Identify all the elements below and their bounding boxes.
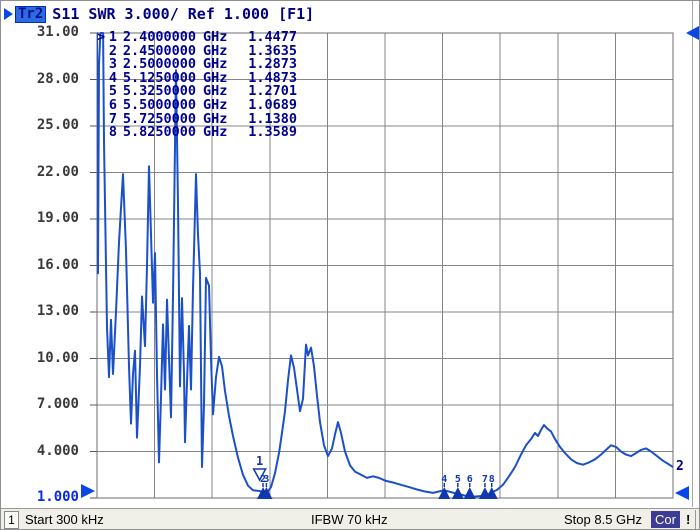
- marker-frequency-unit: GHz: [203, 69, 228, 86]
- ref-level-indicator-right[interactable]: [675, 486, 689, 500]
- marker-swr-value: 1.2873: [248, 56, 297, 73]
- marker-swr-value: 1.2701: [248, 83, 297, 100]
- marker-table-row: 5 5.3250000 GHz 1.2701: [97, 85, 297, 99]
- marker-frequency: 5.8250000: [122, 124, 196, 141]
- ifbw-label: IFBW 70 kHz: [311, 512, 388, 527]
- marker-frequency: 2.5000000: [122, 56, 196, 73]
- marker-frequency: 5.3250000: [122, 83, 196, 100]
- plot-marker-5[interactable]: 5: [451, 474, 464, 499]
- y-axis-label: 13.00: [36, 303, 79, 319]
- y-axis-label: 25.00: [36, 117, 79, 133]
- marker-swr-value: 1.4873: [248, 69, 297, 86]
- marker-index: 5: [108, 83, 117, 100]
- status-bar: 1 Start 300 kHz IFBW 70 kHz Stop 8.5 GHz…: [1, 508, 699, 529]
- correction-status-badge: Cor: [651, 511, 680, 528]
- plot-marker-3[interactable]: 3: [260, 474, 273, 499]
- marker-filled-triangle: [438, 487, 451, 499]
- marker-frequency: 5.1250000: [122, 69, 196, 86]
- y-axis-label: 4.000: [36, 442, 79, 459]
- marker-number: 8: [489, 474, 495, 485]
- marker-number: 4: [441, 474, 447, 485]
- display-screen: [1, 1, 693, 507]
- marker-number: 7: [482, 474, 488, 485]
- scale-indicator-top-right[interactable]: [686, 26, 699, 40]
- marker-filled-triangle: [485, 487, 498, 499]
- marker-swr-value: 1.3589: [248, 124, 297, 141]
- marker-table: >1 2.4000000 GHz 1.4477 2 2.4500000 GHz 1.3635 3…: [97, 29, 297, 140]
- marker-swr-value: 1.4477: [248, 29, 297, 45]
- warning-indicator: !: [686, 512, 691, 527]
- swr-trace: [97, 32, 673, 498]
- marker-filled-triangle: [260, 487, 273, 499]
- stop-frequency-label: Stop 8.5 GHz: [564, 512, 643, 527]
- marker-filled-triangle: [463, 487, 476, 499]
- marker-index: 1: [108, 29, 117, 45]
- marker-number: 1: [256, 454, 263, 468]
- marker-number: 5: [455, 474, 461, 485]
- marker-swr-value: 1.1380: [248, 110, 297, 127]
- marker-number: 6: [467, 474, 473, 485]
- marker-filled-triangle: [451, 487, 464, 499]
- marker-index: 3: [108, 56, 117, 73]
- trace-number-label: 2: [676, 459, 684, 474]
- trace-title: S11 SWR 3.000/ Ref 1.000 [F1]: [52, 5, 315, 23]
- plot-marker-6[interactable]: 6: [463, 474, 476, 499]
- marker-frequency-unit: GHz: [203, 124, 228, 141]
- marker-table-row: 2 2.4500000 GHz 1.3635: [97, 42, 297, 59]
- marker-table-row: 6 5.5000000 GHz 1.0689: [97, 96, 297, 113]
- marker-index: 7: [108, 110, 117, 127]
- start-frequency-label: Start 300 kHz: [25, 512, 104, 527]
- marker-frequency-unit: GHz: [203, 83, 228, 100]
- marker-swr-value: 1.0689: [248, 96, 297, 113]
- marker-index: 8: [108, 124, 117, 141]
- y-axis-label: 28.00: [36, 70, 79, 87]
- y-axis-label: 31.00: [36, 24, 79, 40]
- marker-swr-value: 1.3635: [248, 42, 297, 59]
- marker-frequency: 5.7250000: [122, 110, 196, 127]
- plot-marker-1[interactable]: 1: [252, 454, 267, 482]
- marker-frequency-unit: GHz: [203, 110, 228, 127]
- plot-marker-4[interactable]: 4: [438, 474, 451, 499]
- trace-header: Tr2 S11 SWR 3.000/ Ref 1.000 [F1]: [4, 5, 314, 23]
- active-trace-icon: [4, 8, 13, 20]
- ref-level-indicator-left[interactable]: [81, 484, 95, 498]
- marker-table-row: >1 2.4000000 GHz 1.4477: [97, 29, 297, 45]
- y-axis-label: 10.00: [36, 349, 79, 366]
- y-axis-label: 1.000: [36, 489, 79, 505]
- marker-table-row: 3 2.5000000 GHz 1.2873: [97, 58, 297, 72]
- y-axis-label: 22.00: [36, 163, 79, 180]
- marker-frequency: 2.4000000: [122, 29, 196, 45]
- marker-active-indicator: >: [97, 29, 106, 45]
- marker-number: 3: [263, 474, 269, 485]
- marker-frequency: 5.5000000: [122, 96, 196, 113]
- plot-marker-8[interactable]: 8: [485, 474, 498, 499]
- marker-table-row: 7 5.7250000 GHz 1.1380: [97, 110, 297, 127]
- trace-badge[interactable]: Tr2: [15, 5, 47, 23]
- marker-table-row: 8 5.8250000 GHz 1.3589: [97, 126, 297, 140]
- channel-number-box: 1: [4, 511, 19, 529]
- marker-frequency: 2.4500000: [122, 42, 196, 59]
- y-axis-label: 16.00: [36, 256, 79, 273]
- marker-frequency-unit: GHz: [203, 29, 228, 45]
- status-divider: [695, 510, 696, 529]
- marker-index: 4: [108, 69, 117, 86]
- marker-frequency-unit: GHz: [203, 96, 228, 113]
- y-axis-label: 19.00: [36, 210, 79, 226]
- marker-open-triangle: [252, 468, 267, 482]
- marker-index: 6: [108, 96, 117, 113]
- y-axis-label: 7.000: [36, 396, 79, 412]
- marker-frequency-unit: GHz: [203, 42, 228, 59]
- marker-frequency-unit: GHz: [203, 56, 228, 73]
- marker-number: 2: [260, 474, 266, 485]
- marker-table-row: 4 5.1250000 GHz 1.4873: [97, 69, 297, 86]
- marker-index: 2: [108, 42, 117, 59]
